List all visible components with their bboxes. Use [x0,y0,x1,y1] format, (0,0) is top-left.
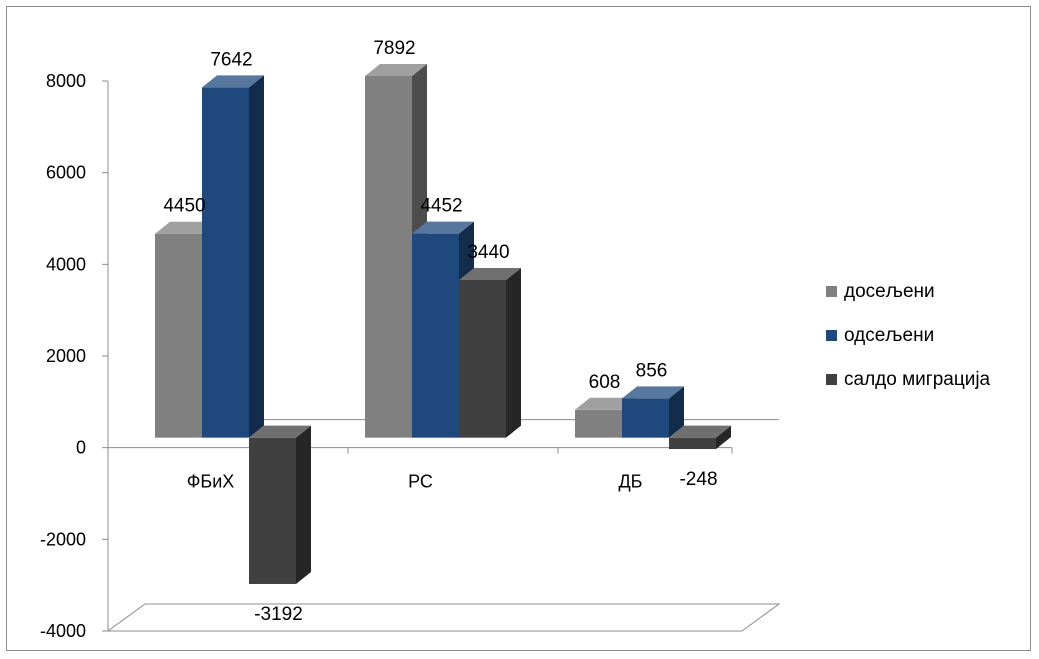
bar-side [506,268,521,438]
bar-side [669,386,684,438]
y-tick-label: -4000 [40,621,86,641]
bar-top [365,63,427,76]
floor-bottom [106,603,781,632]
y-tick-label: 8000 [46,71,86,91]
data-label: -248 [679,469,717,490]
bar-top [155,221,217,234]
x-axis: ФБиХ РС ДБ [187,447,733,492]
bar [459,280,506,438]
bar-side [296,425,311,584]
chart-floor [106,419,781,632]
bar [622,398,669,438]
data-label: 3440 [467,242,509,263]
bar-top [249,425,311,438]
bar [155,233,202,438]
bar-top [575,397,637,410]
data-label: 7642 [210,49,252,70]
bar [575,409,622,438]
legend-swatch [826,330,837,341]
y-tick-label: 0 [76,438,86,458]
bar-top [622,386,684,399]
legend-label: досељени [844,281,935,302]
bar-top [202,75,264,88]
legend-label: салдо миграција [844,369,991,390]
data-label: -3192 [254,604,303,625]
bar-side [716,425,731,450]
y-tick-label: 4000 [46,254,86,274]
data-labels: 4450 7642 -3192 7892 4452 3440 608 856 -248 [163,38,717,625]
data-label: 608 [589,372,621,393]
bar-side [249,75,264,438]
data-label: 856 [636,360,668,381]
bar-top [459,268,521,280]
y-tick-label: 2000 [46,346,86,366]
legend-swatch [826,286,837,297]
y-tick-label: -2000 [40,529,86,549]
y-axis: 8000 6000 4000 2000 0 -2000 -4000 [40,71,109,641]
bar [669,437,716,450]
bar-top [412,221,474,234]
y-tick-label: 6000 [46,163,86,183]
bar-top [669,425,731,438]
data-label: 4450 [163,196,205,217]
data-label: 7892 [373,38,415,59]
bar [412,233,459,438]
bar [365,75,412,438]
legend-label: одсељени [844,325,934,346]
x-tick-label: ДБ [618,472,642,492]
legend: досељени одсељени салдо миграција [826,281,991,390]
x-tick-label: ФБиХ [187,472,235,492]
data-label: 4452 [420,196,462,217]
bar [202,87,249,438]
bars [155,63,731,584]
legend-swatch [826,374,837,385]
x-tick-label: РС [408,472,433,492]
bar [249,437,296,584]
